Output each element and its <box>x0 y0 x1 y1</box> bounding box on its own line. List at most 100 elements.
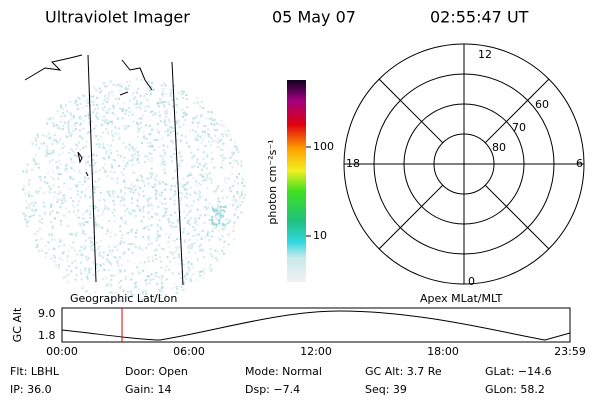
speckle <box>67 120 70 123</box>
speckle <box>150 129 153 132</box>
speckle <box>175 246 178 249</box>
speckle <box>210 160 213 163</box>
speckle <box>218 222 221 225</box>
speckle <box>224 176 227 179</box>
speckle <box>90 129 93 132</box>
speckle <box>94 88 97 91</box>
speckle <box>147 81 150 84</box>
speckle <box>196 166 199 169</box>
speckle <box>146 87 149 90</box>
speckle <box>164 233 167 236</box>
speckle <box>104 170 107 173</box>
speckle <box>94 235 97 238</box>
speckle <box>180 197 183 200</box>
speckle <box>183 184 186 187</box>
speckle <box>93 187 96 190</box>
speckle <box>233 201 236 204</box>
speckle <box>48 149 51 152</box>
speckle <box>88 269 91 272</box>
speckle <box>150 273 153 276</box>
speckle <box>37 166 40 169</box>
speckle <box>200 237 203 240</box>
speckle <box>179 139 182 142</box>
speckle <box>85 255 88 258</box>
speckle <box>104 163 107 166</box>
speckle <box>86 210 89 213</box>
speckle <box>71 161 74 164</box>
speckle <box>141 292 144 295</box>
speckle <box>222 167 225 170</box>
speckle <box>179 159 182 162</box>
speckle <box>39 187 42 190</box>
speckle <box>218 237 221 240</box>
speckle <box>36 192 39 195</box>
speckle <box>157 234 160 237</box>
speckle <box>146 177 149 180</box>
speckle <box>165 92 168 95</box>
y-tick-label: 9.0 <box>38 307 56 320</box>
speckle <box>182 92 185 95</box>
speckle <box>90 205 93 208</box>
speckle <box>34 232 37 235</box>
speckle <box>180 286 183 289</box>
speckle <box>97 270 100 273</box>
speckle <box>172 105 175 108</box>
speckle <box>204 208 207 211</box>
speckle <box>68 210 71 213</box>
speckle <box>158 116 161 119</box>
speckle <box>87 177 90 180</box>
speckle <box>161 95 164 98</box>
speckle <box>106 254 109 257</box>
speckle <box>196 158 199 161</box>
speckle <box>240 194 243 197</box>
speckle <box>84 176 87 179</box>
speckle <box>175 122 178 125</box>
speckle <box>158 234 161 237</box>
speckle <box>57 186 60 189</box>
speckle <box>80 272 83 275</box>
speckle <box>135 106 138 109</box>
speckle <box>113 171 116 174</box>
speckle <box>70 157 73 160</box>
altitude-curve <box>61 310 571 341</box>
speckle <box>157 213 160 216</box>
speckle <box>102 166 105 169</box>
speckle <box>86 276 89 279</box>
speckle <box>211 230 214 233</box>
speckle <box>68 134 71 137</box>
speckle <box>140 117 143 120</box>
speckle <box>144 124 147 127</box>
speckle <box>184 238 187 241</box>
speckle <box>63 168 66 171</box>
speckle <box>207 213 210 216</box>
speckle <box>119 286 122 289</box>
speckle <box>51 225 54 228</box>
speckle <box>229 220 232 223</box>
speckle <box>188 265 191 268</box>
speckle <box>97 248 100 251</box>
speckle <box>74 235 77 238</box>
speckle <box>146 278 149 281</box>
speckle <box>113 105 116 108</box>
speckle <box>124 210 127 213</box>
speckle <box>179 155 182 158</box>
speckle <box>123 179 126 182</box>
speckle <box>156 102 159 105</box>
speckle <box>218 200 221 203</box>
speckle <box>118 295 121 298</box>
speckle <box>128 148 131 151</box>
speckle <box>139 94 142 97</box>
speckle <box>201 277 204 280</box>
speckle <box>232 229 235 232</box>
speckle <box>62 214 65 217</box>
speckle <box>164 172 167 175</box>
speckle <box>150 242 153 245</box>
speckle <box>232 242 235 245</box>
speckle <box>103 268 106 271</box>
speckle <box>231 172 234 175</box>
colorbar <box>287 80 306 282</box>
speckle <box>58 257 61 260</box>
speckle <box>143 261 146 264</box>
speckle <box>165 207 168 210</box>
